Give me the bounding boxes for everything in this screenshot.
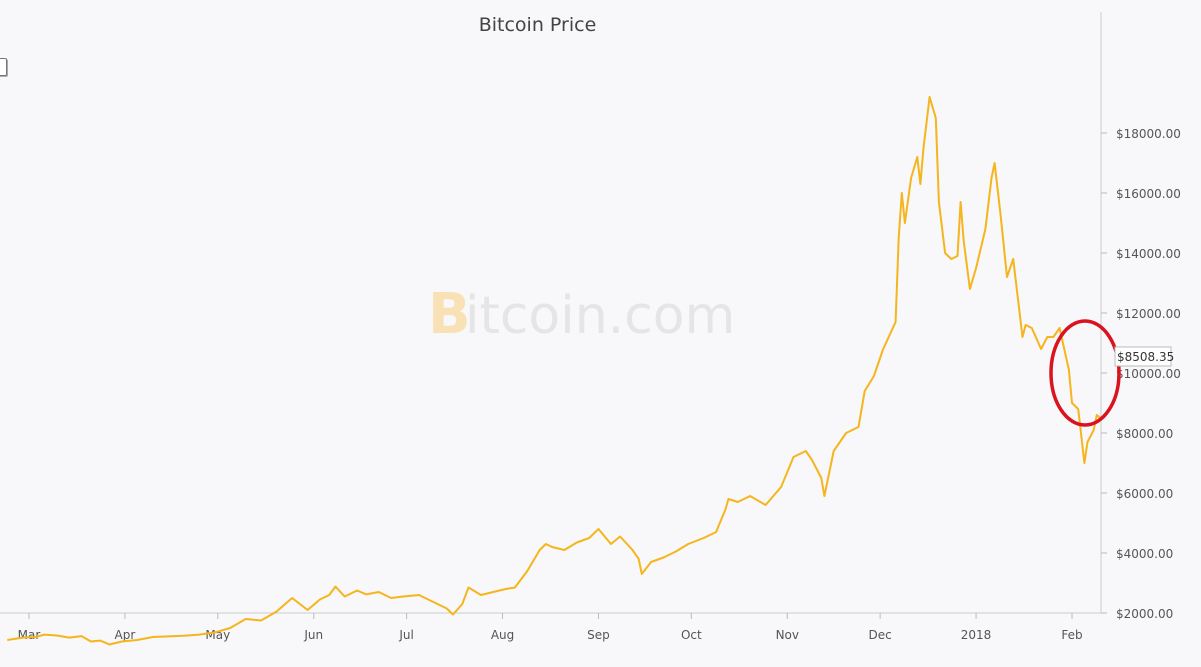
x-tick-label: Nov: [776, 628, 799, 642]
x-tick-label: Jun: [303, 628, 323, 642]
y-tick-label: $18000.00: [1116, 127, 1181, 141]
watermark-text: itcoin.com: [465, 286, 735, 346]
x-tick-label: Sep: [587, 628, 610, 642]
chart-title: Bitcoin Price: [478, 14, 597, 36]
last-value-box: [1114, 346, 1172, 367]
y-tick-label: $2000.00: [1116, 607, 1173, 621]
watermark-b-glyph: B: [428, 282, 471, 347]
x-tick-label: Jul: [398, 628, 413, 642]
y-tick-label: $12000.00: [1116, 307, 1181, 321]
menu-button[interactable]: [0, 58, 7, 76]
x-tick-label: 2018: [961, 628, 992, 642]
y-tick-label: $14000.00: [1116, 247, 1181, 261]
x-tick-label: Feb: [1061, 628, 1082, 642]
x-tick-label: Dec: [869, 628, 892, 642]
x-tick-label: May: [205, 628, 230, 642]
x-tick-label: Oct: [681, 628, 702, 642]
x-tick-label: Mar: [18, 628, 41, 642]
y-tick-label: $8000.00: [1116, 427, 1173, 441]
y-tick-label: $4000.00: [1116, 547, 1173, 561]
y-tick-label: $6000.00: [1116, 487, 1173, 501]
annotation-circle: [1049, 319, 1121, 427]
last-value-label: $8508.35: [1117, 350, 1174, 364]
last-value-flag: $8508.35: [1114, 346, 1174, 367]
y-tick-label: $16000.00: [1116, 187, 1181, 201]
x-axis-ticks: Mar Apr May Jun Jul Aug Sep Oct Nov Dec 2018 Feb: [18, 613, 1083, 642]
y-axis-ticks: $2000.00 $4000.00 $6000.00 $8000.00 $10000.0…: [1101, 127, 1181, 621]
x-tick-label: Aug: [491, 628, 514, 642]
price-series-line: [7, 96, 1101, 646]
y-tick-label: $10000.00: [1116, 367, 1181, 381]
x-tick-label: Apr: [115, 628, 136, 642]
